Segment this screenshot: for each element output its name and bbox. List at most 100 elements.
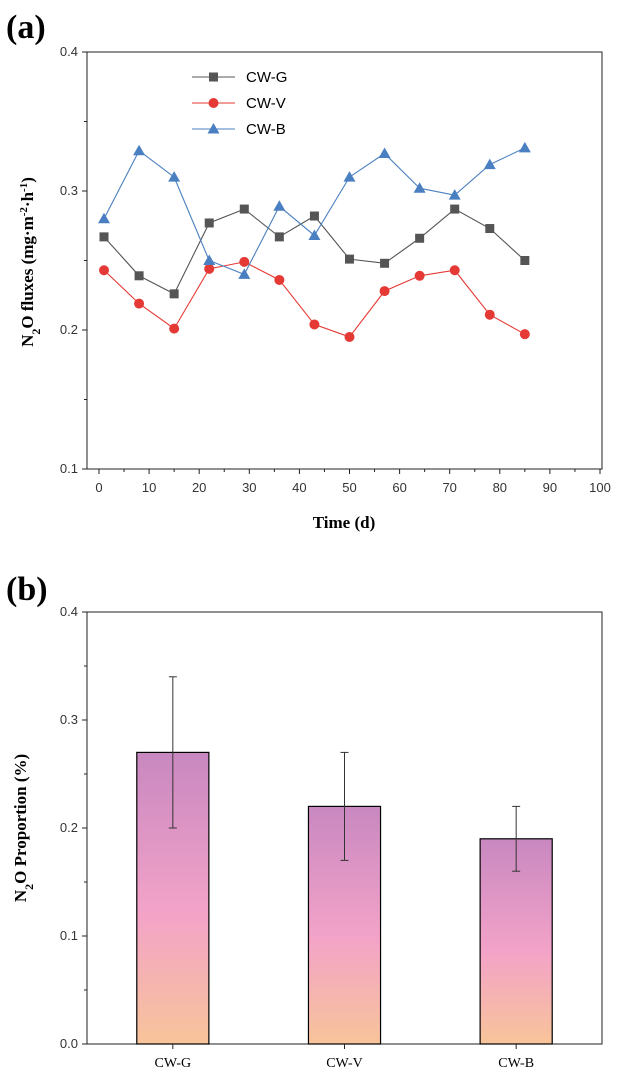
- bar-cw-v: CW-V: [307, 751, 382, 1071]
- series-cw-b: [98, 141, 531, 279]
- legend-entry: CW-B: [192, 121, 286, 138]
- y-tick-label: 0.2: [60, 322, 78, 337]
- panel-a-ticks: 0 10 20 30 40 50 60 70 80 90 100 0.1 0.2 0.3 0.4: [60, 44, 611, 495]
- data-point-triangle: [308, 229, 321, 240]
- data-point-square: [380, 258, 390, 268]
- ylabel-a-rest: O fluxes (mg·m: [18, 216, 37, 328]
- data-point-square: [520, 256, 530, 265]
- x-tick-label: 40: [292, 480, 306, 495]
- y-tick-label: 0.4: [60, 44, 78, 59]
- panel-b-y-axis-title: N2O Proportion (%): [11, 754, 36, 902]
- data-point-triangle: [133, 144, 146, 156]
- data-point-square: [274, 232, 284, 242]
- panel-b-bars: CW-G CW-V CW-B: [136, 676, 553, 1071]
- data-point-square: [169, 289, 179, 299]
- data-point-triangle: [238, 268, 251, 279]
- data-point-square: [99, 232, 109, 242]
- panel-a: (a) 0 10 20 30 40 50 60 70 80 90 100 0.1 0.2 0.3 0.4 C…: [6, 9, 611, 532]
- series-cw-g: [99, 204, 530, 299]
- data-point-circle: [309, 319, 320, 330]
- series-line: [103, 208, 526, 295]
- data-point-circle: [204, 263, 215, 274]
- data-point-triangle: [207, 123, 220, 134]
- panel-b-ticks: 0.0 0.1 0.2 0.3 0.4: [60, 604, 87, 1051]
- legend-entry: CW-V: [192, 95, 286, 112]
- ylabel-b-rest: O Proportion (%): [11, 754, 30, 884]
- legend-label: CW-G: [246, 69, 287, 86]
- panel-a-series: [98, 141, 531, 342]
- y-tick-label: 0.3: [60, 712, 78, 727]
- category-label: CW-B: [498, 1056, 534, 1071]
- ylabel-a-mid: ·h: [18, 191, 37, 207]
- y-tick-label: 0.0: [60, 1036, 78, 1051]
- data-point-circle: [344, 331, 355, 342]
- x-tick-label: 30: [242, 480, 256, 495]
- panel-b-label: (b): [6, 571, 48, 608]
- data-point-triangle: [98, 212, 111, 224]
- y-tick-label: 0.3: [60, 183, 78, 198]
- data-point-triangle: [483, 158, 496, 170]
- x-tick-label: 90: [543, 480, 557, 495]
- data-point-circle: [484, 309, 495, 320]
- x-tick-label: 0: [95, 480, 102, 495]
- panel-b: (b) 0.0 0.1 0.2 0.3 0.4 CW-G CW-V CW-B N2O Pro…: [6, 571, 603, 1071]
- panel-a-label: (a): [6, 9, 46, 46]
- data-point-circle: [519, 329, 530, 340]
- x-tick-label: 70: [442, 480, 456, 495]
- data-point-square: [415, 233, 425, 243]
- ylabel-b-sub: 2: [22, 884, 36, 890]
- data-point-triangle: [203, 254, 216, 265]
- data-point-square: [134, 271, 144, 281]
- x-tick-label: 50: [342, 480, 356, 495]
- ylabel-b-base: N: [11, 889, 30, 902]
- legend-label: CW-B: [246, 121, 286, 138]
- panel-a-x-axis-title: Time (d): [313, 513, 376, 532]
- data-point-triangle: [343, 171, 356, 182]
- series-cw-v: [99, 256, 530, 342]
- panel-a-legend: CW-G CW-V CW-B: [192, 69, 287, 138]
- data-point-circle: [274, 274, 285, 285]
- data-point-square: [209, 72, 218, 82]
- y-tick-label: 0.1: [60, 461, 78, 476]
- ylabel-a-end: ): [18, 177, 37, 183]
- data-point-square: [204, 218, 214, 228]
- bar-cw-g: CW-G: [136, 676, 210, 1071]
- ylabel-a-base: N: [18, 334, 37, 347]
- x-tick-label: 10: [142, 480, 156, 495]
- category-label: CW-G: [155, 1056, 192, 1071]
- data-point-circle: [134, 298, 145, 309]
- data-point-triangle: [518, 141, 531, 153]
- bar-rect: [479, 838, 553, 1045]
- data-point-circle: [239, 256, 250, 267]
- series-line: [103, 147, 526, 276]
- data-point-circle: [169, 323, 180, 334]
- x-tick-label: 20: [192, 480, 206, 495]
- legend-label: CW-V: [246, 95, 286, 112]
- x-tick-label: 80: [493, 480, 507, 495]
- data-point-square: [239, 204, 249, 214]
- ylabel-a-sup1: -2: [18, 207, 30, 217]
- bar-cw-b: CW-B: [479, 805, 553, 1071]
- data-point-triangle: [448, 189, 461, 200]
- x-tick-label: 60: [392, 480, 406, 495]
- data-point-square: [309, 211, 319, 221]
- data-point-triangle: [378, 147, 391, 158]
- data-point-circle: [99, 265, 110, 276]
- data-point-circle: [379, 286, 390, 297]
- data-point-triangle: [168, 171, 181, 182]
- data-point-triangle: [273, 200, 286, 211]
- data-point-square: [485, 224, 495, 234]
- data-point-circle: [414, 270, 425, 281]
- ylabel-a-sub: 2: [29, 329, 43, 335]
- ylabel-a-sup2: -1: [18, 183, 30, 192]
- data-point-triangle: [413, 182, 426, 193]
- y-tick-label: 0.4: [60, 604, 78, 619]
- legend-entry: CW-G: [192, 69, 287, 86]
- data-point-circle: [449, 265, 460, 276]
- x-tick-label: 100: [589, 480, 611, 495]
- panel-a-y-axis-title: N2O fluxes (mg·m-2·h-1): [18, 177, 43, 347]
- y-tick-label: 0.1: [60, 928, 78, 943]
- data-point-circle: [208, 98, 219, 108]
- category-label: CW-V: [326, 1056, 363, 1071]
